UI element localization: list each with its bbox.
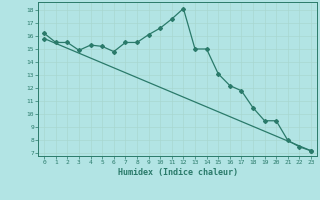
X-axis label: Humidex (Indice chaleur): Humidex (Indice chaleur) xyxy=(118,168,238,177)
